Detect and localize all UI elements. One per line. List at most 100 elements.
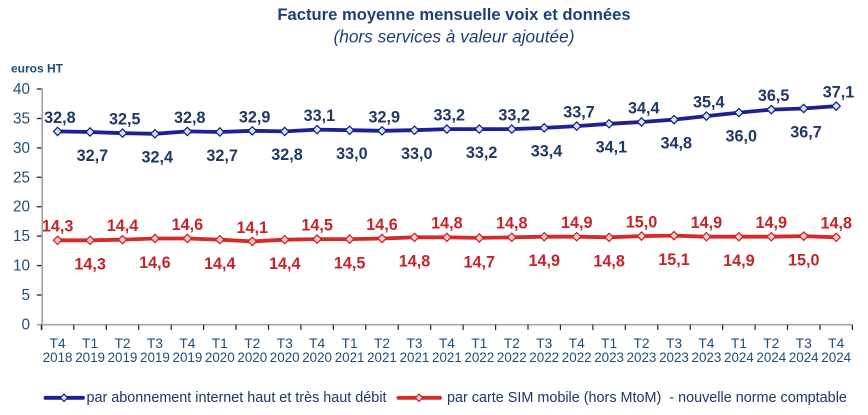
svg-text:2019: 2019 bbox=[173, 350, 203, 365]
svg-text:T3: T3 bbox=[406, 336, 422, 351]
svg-text:14,4: 14,4 bbox=[107, 217, 139, 235]
svg-text:T4: T4 bbox=[569, 336, 585, 351]
svg-text:T1: T1 bbox=[471, 336, 487, 351]
svg-text:2023: 2023 bbox=[627, 350, 657, 365]
svg-text:T3: T3 bbox=[536, 336, 552, 351]
svg-text:T4: T4 bbox=[179, 336, 195, 351]
svg-text:32,7: 32,7 bbox=[77, 147, 109, 165]
svg-text:33,4: 33,4 bbox=[531, 143, 563, 161]
svg-text:14,6: 14,6 bbox=[139, 254, 171, 272]
svg-text:14,9: 14,9 bbox=[691, 214, 723, 232]
svg-text:2023: 2023 bbox=[692, 350, 722, 365]
svg-text:2020: 2020 bbox=[270, 350, 300, 365]
svg-text:33,0: 33,0 bbox=[401, 145, 433, 163]
svg-text:2020: 2020 bbox=[302, 350, 332, 365]
svg-text:14,9: 14,9 bbox=[723, 252, 755, 270]
svg-text:2019: 2019 bbox=[140, 350, 170, 365]
svg-text:14,5: 14,5 bbox=[334, 255, 366, 273]
svg-text:T4: T4 bbox=[698, 336, 714, 351]
svg-text:T1: T1 bbox=[601, 336, 617, 351]
svg-text:36,7: 36,7 bbox=[790, 123, 822, 141]
svg-text:14,6: 14,6 bbox=[172, 216, 204, 234]
svg-text:32,8: 32,8 bbox=[271, 146, 303, 164]
svg-text:2018: 2018 bbox=[43, 350, 73, 365]
svg-text:euros HT: euros HT bbox=[11, 62, 64, 76]
svg-text:Facture moyenne mensuelle voix: Facture moyenne mensuelle voix et donnée… bbox=[277, 5, 630, 24]
svg-text:T4: T4 bbox=[309, 336, 325, 351]
svg-text:2022: 2022 bbox=[562, 350, 592, 365]
svg-text:33,2: 33,2 bbox=[466, 144, 498, 162]
svg-text:2020: 2020 bbox=[237, 350, 267, 365]
svg-text:32,4: 32,4 bbox=[141, 149, 173, 167]
svg-text:15: 15 bbox=[13, 228, 30, 245]
svg-text:35: 35 bbox=[13, 111, 30, 128]
svg-text:2024: 2024 bbox=[724, 350, 754, 365]
svg-text:T1: T1 bbox=[82, 336, 98, 351]
svg-text:T4: T4 bbox=[50, 336, 66, 351]
svg-text:T4: T4 bbox=[828, 336, 844, 351]
svg-text:20: 20 bbox=[13, 199, 30, 216]
svg-text:32,8: 32,8 bbox=[44, 109, 76, 127]
svg-text:14,8: 14,8 bbox=[399, 253, 431, 271]
svg-text:33,7: 33,7 bbox=[563, 104, 595, 122]
svg-text:2024: 2024 bbox=[756, 350, 786, 365]
svg-text:35,4: 35,4 bbox=[693, 94, 725, 112]
svg-text:32,9: 32,9 bbox=[239, 108, 271, 126]
svg-text:2022: 2022 bbox=[497, 350, 527, 365]
svg-text:2021: 2021 bbox=[367, 350, 397, 365]
svg-text:14,4: 14,4 bbox=[204, 255, 236, 273]
svg-text:T1: T1 bbox=[342, 336, 358, 351]
svg-text:14,8: 14,8 bbox=[820, 215, 852, 233]
svg-text:14,8: 14,8 bbox=[593, 253, 625, 271]
svg-text:2020: 2020 bbox=[205, 350, 235, 365]
svg-text:14,8: 14,8 bbox=[431, 215, 463, 233]
svg-text:2024: 2024 bbox=[789, 350, 819, 365]
svg-text:2021: 2021 bbox=[335, 350, 365, 365]
svg-text:2024: 2024 bbox=[821, 350, 851, 365]
svg-text:14,3: 14,3 bbox=[74, 256, 106, 274]
svg-text:15,1: 15,1 bbox=[658, 251, 690, 269]
svg-text:2023: 2023 bbox=[594, 350, 624, 365]
svg-text:36,0: 36,0 bbox=[725, 127, 757, 145]
svg-text:32,5: 32,5 bbox=[109, 111, 141, 129]
svg-text:34,4: 34,4 bbox=[628, 100, 660, 118]
svg-text:14,1: 14,1 bbox=[237, 219, 269, 237]
svg-text:15,0: 15,0 bbox=[788, 252, 820, 270]
svg-text:40: 40 bbox=[13, 81, 30, 98]
svg-text:T3: T3 bbox=[277, 336, 293, 351]
svg-text:2022: 2022 bbox=[464, 350, 494, 365]
svg-text:32,9: 32,9 bbox=[369, 108, 401, 126]
svg-text:T2: T2 bbox=[633, 336, 649, 351]
svg-text:T3: T3 bbox=[666, 336, 682, 351]
svg-text:25: 25 bbox=[13, 169, 30, 186]
svg-text:14,8: 14,8 bbox=[496, 215, 528, 233]
svg-text:T2: T2 bbox=[244, 336, 260, 351]
svg-text:T1: T1 bbox=[212, 336, 228, 351]
svg-text:T2: T2 bbox=[763, 336, 779, 351]
svg-text:34,1: 34,1 bbox=[596, 139, 628, 157]
svg-text:2021: 2021 bbox=[400, 350, 430, 365]
svg-text:T2: T2 bbox=[504, 336, 520, 351]
svg-text:14,5: 14,5 bbox=[301, 217, 333, 235]
svg-text:T2: T2 bbox=[374, 336, 390, 351]
svg-text:14,4: 14,4 bbox=[269, 255, 301, 273]
svg-text:T3: T3 bbox=[796, 336, 812, 351]
svg-text:(hors services à valeur ajouté: (hors services à valeur ajoutée) bbox=[333, 27, 574, 47]
svg-text:36,5: 36,5 bbox=[758, 87, 790, 105]
svg-text:par carte SIM mobile (hors Mto: par carte SIM mobile (hors MtoM) - nouve… bbox=[447, 390, 847, 406]
svg-text:32,7: 32,7 bbox=[206, 147, 238, 165]
svg-text:T2: T2 bbox=[114, 336, 130, 351]
svg-text:33,0: 33,0 bbox=[336, 145, 368, 163]
svg-text:33,2: 33,2 bbox=[498, 107, 530, 125]
svg-text:2022: 2022 bbox=[529, 350, 559, 365]
svg-text:10: 10 bbox=[13, 258, 30, 275]
svg-text:34,8: 34,8 bbox=[661, 134, 693, 152]
svg-text:14,3: 14,3 bbox=[42, 218, 74, 236]
svg-text:33,1: 33,1 bbox=[304, 107, 336, 125]
svg-text:par abonnement internet haut e: par abonnement internet haut et très hau… bbox=[87, 390, 387, 406]
svg-text:14,9: 14,9 bbox=[528, 252, 560, 270]
svg-text:5: 5 bbox=[21, 287, 30, 304]
svg-text:14,9: 14,9 bbox=[756, 214, 788, 232]
svg-text:30: 30 bbox=[13, 140, 30, 157]
svg-text:15,0: 15,0 bbox=[626, 214, 658, 232]
